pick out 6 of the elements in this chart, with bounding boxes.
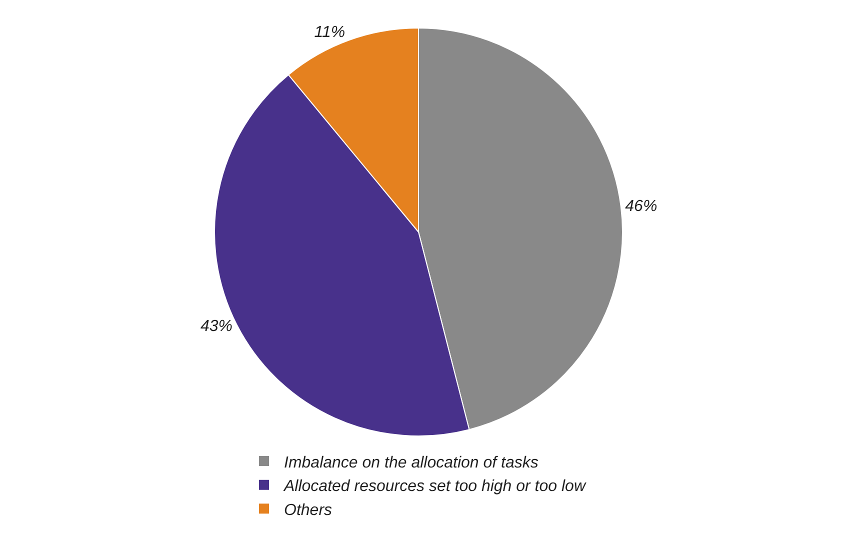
- data-label: 11%: [314, 24, 346, 42]
- data-label: 43%: [200, 318, 232, 335]
- legend-label: Others: [284, 502, 332, 519]
- data-label: 46%: [625, 198, 658, 215]
- legend-label: Imbalance on the allocation of tasks: [284, 454, 538, 472]
- legend-label: Allocated resources set too high or too low: [283, 478, 587, 496]
